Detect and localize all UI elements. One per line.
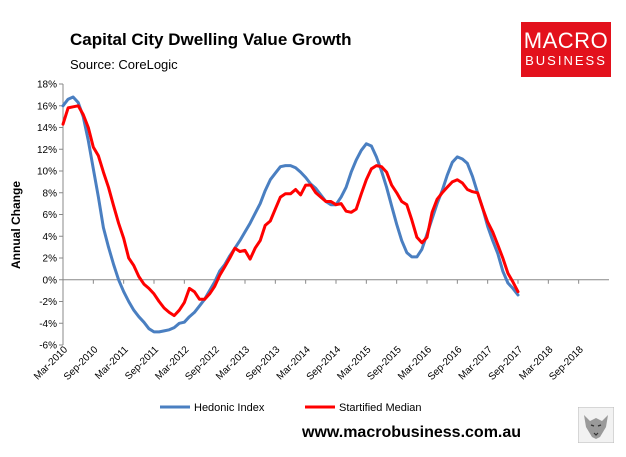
y-tick-label: 6% xyxy=(43,210,58,221)
y-tick-label: 14% xyxy=(37,123,57,134)
y-tick-label: -4% xyxy=(39,319,57,330)
legend: Hedonic Index Startified Median xyxy=(160,402,422,414)
y-tick-label: 16% xyxy=(37,101,57,112)
legend-label-startified-median: Startified Median xyxy=(339,402,422,414)
y-tick-label: 18% xyxy=(37,80,57,91)
chart-title: Capital City Dwelling Value Growth xyxy=(70,30,352,49)
legend-label-hedonic-index: Hedonic Index xyxy=(194,402,265,414)
website-url: www.macrobusiness.com.au xyxy=(302,424,522,441)
macro-business-logo: MACRO BUSINESS xyxy=(521,22,611,77)
series-line-startified-median xyxy=(61,104,520,318)
logo-line-2: BUSINESS xyxy=(525,53,607,68)
chart-source: Source: CoreLogic xyxy=(70,57,178,72)
logo-line-1: MACRO xyxy=(523,28,609,53)
y-tick-label: 12% xyxy=(37,145,57,156)
y-tick-label: 2% xyxy=(43,254,58,265)
y-tick-label: 4% xyxy=(43,232,58,243)
wolf-icon xyxy=(578,407,614,443)
y-tick-label: -2% xyxy=(39,297,57,308)
y-tick-label: 8% xyxy=(43,188,58,199)
y-tick-label: 0% xyxy=(43,275,58,286)
x-axis: Mar-2010Sep-2010Mar-2011Sep-2011Mar-2012… xyxy=(32,279,609,383)
y-tick-label: 10% xyxy=(37,167,57,178)
series-line-hedonic-index xyxy=(61,95,520,334)
y-axis-label: Annual Change xyxy=(9,181,23,269)
y-tick-label: -6% xyxy=(39,341,57,352)
y-axis: -6% -4% -2% 0% 2% 4% 6% 8% 10% 12% 14% 16% 18% xyxy=(37,80,64,352)
chart-series xyxy=(61,95,520,334)
